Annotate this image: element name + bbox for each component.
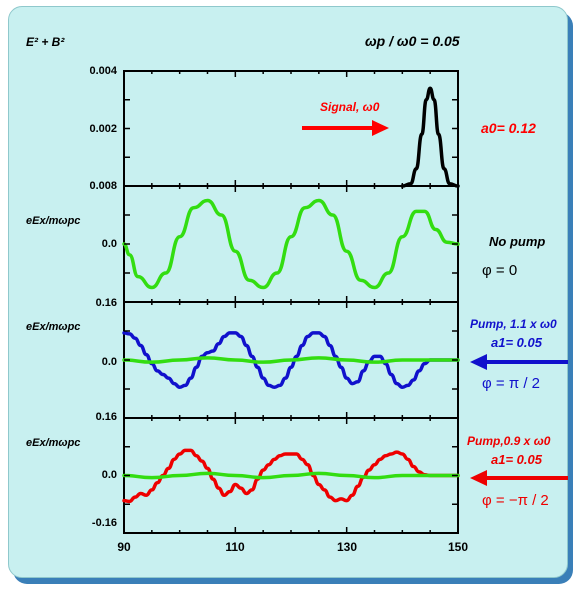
pump1-arrow — [470, 354, 568, 370]
xtick-label-150: 150 — [448, 540, 468, 554]
axis-ticks — [123, 70, 459, 534]
pump1-a1-label: a1= 0.05 — [491, 335, 543, 350]
ytick-label-p3-zero: 0.0 — [102, 469, 117, 481]
signal-label: Signal, ω0 — [320, 100, 380, 114]
phi-pi2-label: φ = π / 2 — [482, 375, 540, 392]
ylabel-field-1: eEx/mωpc — [26, 215, 80, 227]
series-line-3-1 — [122, 471, 460, 480]
ytick-label-p1-bottom: 0.16 — [96, 297, 117, 309]
omega-ratio-label: ωp / ω0 = 0.05 — [365, 33, 460, 49]
series-line-2-0 — [122, 331, 460, 389]
ylabel-field-3: eEx/mωpc — [26, 437, 80, 449]
ytick-label-p1-zero: 0.0 — [102, 238, 117, 250]
ylabel-energy: E² + B² — [26, 35, 65, 49]
signal-arrow — [302, 120, 389, 136]
a0-label: a0= 0.12 — [481, 120, 536, 136]
xtick-label-130: 130 — [337, 540, 357, 554]
xtick-label-110: 110 — [225, 540, 245, 554]
ytick-label-p0-bottom: 0.008 — [89, 180, 117, 192]
series-line-0-0 — [400, 86, 460, 188]
pump2-arrow — [470, 470, 568, 486]
series-line-2-1 — [122, 356, 460, 364]
phi-minus-pi2-label: φ = −π / 2 — [482, 492, 549, 509]
pump1-label: Pump, 1.1 x ω0 — [470, 317, 557, 331]
ylabel-field-2: eEx/mωpc — [26, 321, 80, 333]
series-line-1-0 — [122, 198, 460, 290]
ytick-label-p2-bottom: 0.16 — [96, 411, 117, 423]
no-pump-label: No pump — [489, 234, 545, 249]
plot-frame-0 — [123, 70, 459, 187]
ytick-label-p2-zero: 0.0 — [102, 356, 117, 368]
plot-curves — [122, 86, 460, 504]
phi-zero-label: φ = 0 — [482, 262, 517, 279]
series-line-3-0 — [122, 448, 460, 504]
ytick-label-p0-mid: 0.002 — [89, 123, 117, 135]
pump2-a1-label: a1= 0.05 — [491, 452, 543, 467]
ytick-label-p0-top: 0.004 — [89, 65, 117, 77]
pump2-label: Pump,0.9 x ω0 — [467, 434, 551, 448]
xtick-label-90: 90 — [117, 540, 131, 554]
ytick-label-p3-bottom: -0.16 — [92, 517, 117, 529]
figure-panel — [8, 6, 568, 578]
